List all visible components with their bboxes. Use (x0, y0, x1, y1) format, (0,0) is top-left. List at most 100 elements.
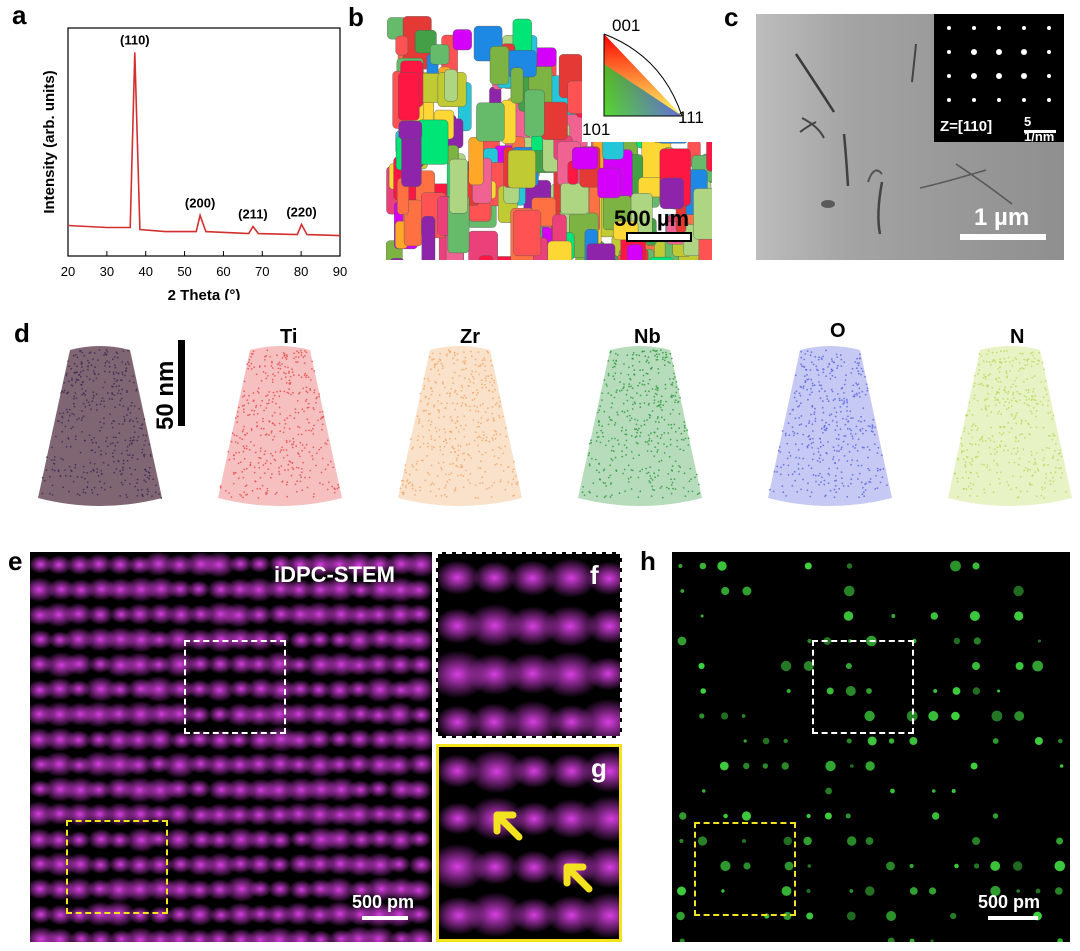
atom-spot (679, 938, 685, 942)
apt-atom (72, 426, 74, 428)
atom-column (382, 901, 416, 928)
apt-atom (1010, 386, 1012, 388)
apt-atom (646, 419, 648, 421)
apt-atom (612, 445, 614, 448)
apt-atom (107, 464, 110, 467)
apt-atom (111, 442, 114, 444)
diffraction-spot (947, 26, 951, 30)
apt-atom (877, 446, 880, 449)
apt-atom (265, 395, 267, 397)
apt-atom (304, 400, 307, 402)
apt-atom (104, 352, 106, 354)
apt-atom (830, 388, 833, 391)
apt-atom (313, 493, 315, 495)
apt-atom (433, 358, 435, 360)
grain (468, 230, 498, 260)
apt-atom (1038, 360, 1041, 362)
atom-column (107, 830, 132, 850)
apt-atom (1007, 484, 1010, 487)
atom-column (162, 651, 197, 678)
apt-atom (981, 435, 984, 438)
apt-atom (687, 437, 690, 440)
apt-atom (639, 431, 642, 434)
apt-atom (656, 451, 659, 453)
atom-spot (849, 889, 854, 893)
atom-column (244, 752, 274, 776)
apt-atom (843, 402, 845, 404)
apt-atom (814, 407, 816, 410)
apt-atom (814, 355, 817, 358)
apt-atom (474, 496, 477, 499)
apt-atom (265, 377, 268, 380)
apt-atom (111, 393, 114, 395)
apt-atom (100, 469, 103, 472)
apt-atom (427, 442, 429, 445)
apt-atom (454, 354, 456, 357)
apt-atom (502, 415, 504, 418)
atom-column (346, 728, 373, 750)
apt-atom (813, 411, 816, 413)
apt-atom (638, 382, 641, 384)
apt-atom (799, 394, 802, 397)
apt-atom (292, 468, 295, 471)
atom-column (343, 628, 376, 653)
atom-column (184, 903, 215, 927)
apt-atom (978, 444, 980, 446)
apt-atom (473, 404, 476, 407)
atom-spot (845, 663, 852, 669)
apt-atom (287, 463, 290, 466)
apt-atom (659, 403, 662, 406)
apt-atom (460, 464, 463, 466)
apt-atom (960, 443, 963, 445)
apt-atom (1019, 490, 1022, 493)
apt-atom (649, 414, 652, 417)
apt-atom (123, 418, 126, 421)
apt-atom (1005, 408, 1008, 411)
apt-atom (264, 365, 266, 367)
apt-atom (811, 382, 814, 385)
apt-atom (1015, 377, 1018, 379)
apt-atom (402, 493, 405, 496)
apt-atom (994, 361, 997, 363)
apt-atom (129, 418, 132, 421)
apt-atom (1035, 402, 1038, 405)
apt-atom (1056, 459, 1059, 462)
apt-atom (84, 477, 86, 480)
apt-atom (852, 384, 855, 387)
apt-atom (95, 441, 98, 444)
apt-tip-body (578, 346, 702, 506)
apt-atom (287, 469, 290, 471)
apt-atom (606, 385, 608, 387)
apt-atom (72, 354, 75, 357)
apt-atom (793, 470, 796, 473)
apt-atom (460, 384, 463, 387)
apt-atom (858, 372, 860, 375)
apt-atom (257, 387, 260, 390)
tem-scalebar-label: 1 µm (974, 204, 1030, 231)
atom-column (163, 627, 195, 652)
atom-spot (719, 761, 729, 771)
apt-atom (126, 449, 128, 452)
apt-atom (286, 354, 288, 356)
apt-atom (807, 378, 810, 380)
apt-atom (636, 431, 638, 434)
apt-atom (858, 362, 860, 364)
apt-atom (988, 469, 991, 471)
apt-atom (678, 413, 681, 415)
apt-atom (492, 439, 494, 441)
apt-atom (443, 428, 446, 431)
apt-atom (490, 377, 493, 380)
apt-atom (448, 473, 450, 476)
apt-atom (831, 360, 834, 363)
apt-atom (301, 489, 304, 492)
apt-atom (787, 464, 790, 467)
apt-atom (127, 349, 129, 352)
atom-column (165, 878, 196, 902)
apt-atom (287, 366, 289, 369)
apt-atom (621, 455, 624, 458)
apt-atom (296, 361, 299, 363)
apt-atom (644, 441, 647, 443)
atom-spot (886, 911, 897, 921)
apt-atom (1005, 372, 1008, 374)
apt-atom (265, 354, 268, 357)
